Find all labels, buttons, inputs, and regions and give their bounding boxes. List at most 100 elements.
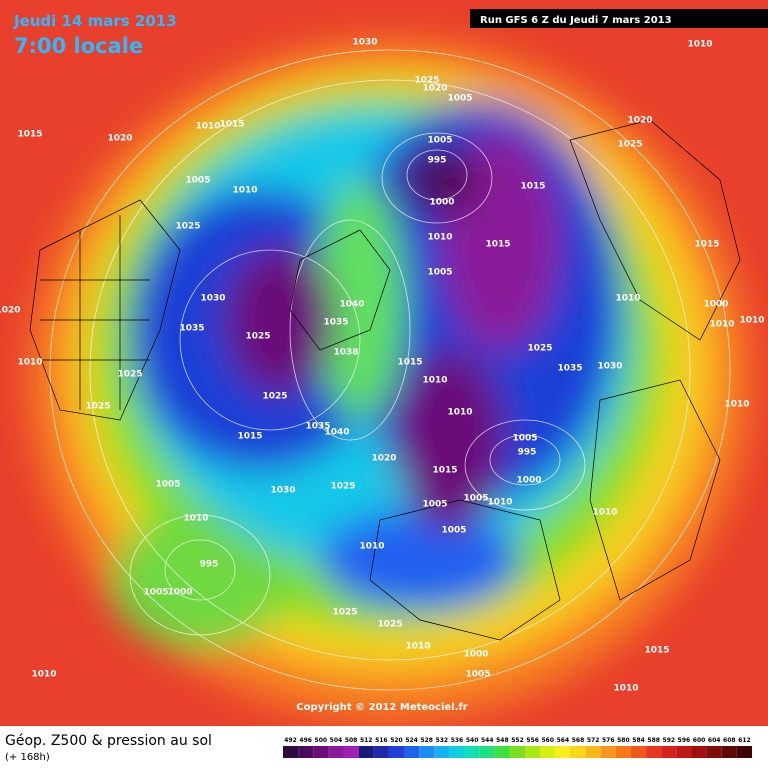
isobar-label: 1010 [17, 358, 42, 368]
scale-swatch [540, 746, 556, 758]
field-ridge [315, 180, 405, 420]
scale-label: 512 [360, 737, 373, 744]
scale-swatch [343, 746, 359, 758]
isobar-label: 1025 [262, 392, 287, 402]
isobar-label: 1000 [516, 476, 541, 486]
scale-swatch [721, 746, 737, 758]
scale-swatch [434, 746, 450, 758]
scale-swatch [525, 746, 541, 758]
scale-swatch [464, 746, 480, 758]
isobar-label: 1000 [463, 650, 488, 660]
scale-swatch [358, 746, 374, 758]
isobar-label: 1010 [422, 376, 447, 386]
scale-swatch [570, 746, 586, 758]
isobar-label: 1005 [427, 268, 452, 278]
scale-swatch [646, 746, 662, 758]
isobar-label: 1015 [237, 432, 262, 442]
field-green-atlantic [110, 510, 290, 650]
scale-label: 588 [647, 737, 660, 744]
scale-swatch [509, 746, 526, 758]
scale-label: 548 [496, 737, 509, 744]
scale-swatch [615, 746, 631, 758]
isobar-label: 1005 [185, 176, 210, 186]
isobar-label: 1020 [422, 84, 447, 94]
scale-swatch [661, 746, 677, 758]
scale-swatch [494, 746, 510, 758]
isobar-label: 1010 [195, 122, 220, 132]
isobar-label: 1025 [85, 402, 110, 412]
scale-label: 496 [299, 737, 312, 744]
scale-label: 580 [617, 737, 630, 744]
scale-label: 540 [466, 737, 479, 744]
isobar-label: 1020 [371, 454, 396, 464]
field-purple-west [225, 245, 335, 395]
isobar-label: 1020 [0, 306, 21, 316]
scale-label: 552 [511, 737, 524, 744]
scale-label: 520 [390, 737, 403, 744]
isobar-label: 1025 [617, 140, 642, 150]
forecast-time: 7:00 locale [14, 34, 143, 58]
isobar-label: 1005 [463, 494, 488, 504]
isobar-label: 1015 [17, 130, 42, 140]
isobar-label: 1025 [330, 482, 355, 492]
isobar-label: 1010 [487, 498, 512, 508]
scale-swatch [630, 746, 647, 758]
isobar-label: 1000 [703, 300, 728, 310]
isobar-label: 1030 [270, 486, 295, 496]
isobar-label: 1030 [200, 294, 225, 304]
isobar-label: 1010 [724, 400, 749, 410]
isobar-label: 1020 [107, 134, 132, 144]
isobar-label: 1010 [31, 670, 56, 680]
scale-swatch [691, 746, 707, 758]
scale-swatch [479, 746, 495, 758]
isobar-label: 1005 [427, 136, 452, 146]
isobar-label: 1010 [447, 408, 472, 418]
scale-label: 516 [375, 737, 388, 744]
scale-swatch [313, 746, 329, 758]
isobar-label: 1010 [687, 40, 712, 50]
isobar-label: 1005 [155, 480, 180, 490]
isobar-label: 995 [428, 156, 447, 166]
scale-label: 604 [708, 737, 721, 744]
isobar-lines [49, 49, 731, 691]
isobar-label: 1030 [352, 38, 377, 48]
scale-label: 612 [738, 737, 751, 744]
scale-swatch [283, 746, 299, 758]
scale-label: 524 [405, 737, 418, 744]
scale-swatch [419, 746, 435, 758]
scale-label: 528 [420, 737, 433, 744]
scale-swatch [736, 746, 752, 758]
isobar-label: 1005 [422, 500, 447, 510]
scale-label: 532 [436, 737, 449, 744]
isobar-label: 1010 [739, 316, 764, 326]
isobar-label: 1025 [332, 608, 357, 618]
isobar-label: 1035 [179, 324, 204, 334]
isobar-label: 995 [518, 448, 537, 458]
isobar-label: 1015 [694, 240, 719, 250]
isobar-label: 1015 [520, 182, 545, 192]
isobar-label: 1005 [441, 526, 466, 536]
field-purple-south [395, 350, 505, 530]
isobar-label: 1040 [324, 428, 349, 438]
scale-swatch [373, 746, 389, 758]
scale-swatch [449, 746, 465, 758]
isobar-label: 1035 [323, 318, 348, 328]
scale-label: 596 [678, 737, 691, 744]
field-low-core [400, 145, 480, 215]
isobar-label: 1015 [644, 646, 669, 656]
isobar-label: 1000 [429, 198, 454, 208]
scale-label: 560 [541, 737, 554, 744]
isobar-label: 1015 [485, 240, 510, 250]
scale-label: 576 [602, 737, 615, 744]
scale-swatch [706, 746, 722, 758]
footer-title: Géop. Z500 & pression au sol [5, 733, 212, 749]
isobar-label: 1010 [613, 684, 638, 694]
isobar-label: 1030 [597, 362, 622, 372]
scale-label: 572 [587, 737, 600, 744]
isobar-label: 1015 [397, 358, 422, 368]
isobar-label: 1005 [143, 588, 168, 598]
forecast-date: Jeudi 14 mars 2013 [13, 12, 177, 30]
scale-swatch [388, 746, 405, 758]
scale-label: 500 [315, 737, 328, 744]
